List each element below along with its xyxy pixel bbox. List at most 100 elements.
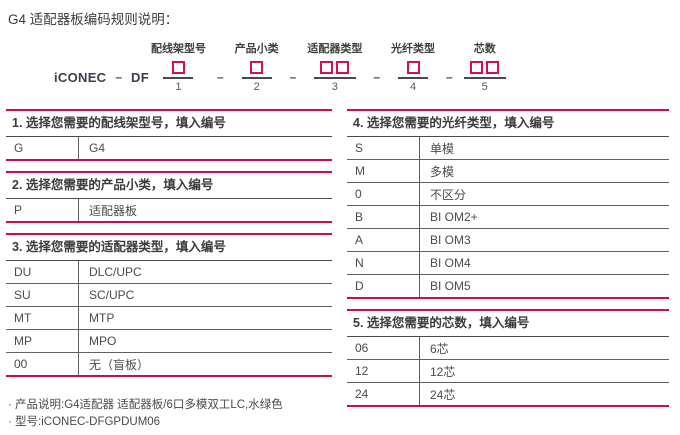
- code-cell: 06: [347, 337, 420, 359]
- code-position-1: 配线架型号 1: [151, 40, 206, 95]
- position-label: 光纤类型: [391, 43, 436, 55]
- code-cell: A: [347, 229, 420, 251]
- position-label: 芯数: [473, 43, 496, 55]
- table-row: 06 6芯: [347, 337, 669, 359]
- code-cell: MP: [6, 330, 79, 352]
- desc-cell: BI OM2+: [430, 210, 478, 224]
- desc-cell: 单模: [430, 141, 455, 156]
- position-label: 配线架型号: [150, 43, 206, 55]
- prefix-text: DF: [131, 70, 149, 85]
- code-position-3: 适配器类型 3: [307, 40, 362, 95]
- table-row: M 多模: [347, 159, 669, 182]
- code-cell: SU: [6, 284, 79, 306]
- code-cell: DU: [6, 261, 79, 283]
- code-box: [486, 61, 500, 74]
- right-column: 4. 选择您需要的光纤类型，填入编号 S 单模 M 多模 0 不区分 B BI …: [347, 109, 669, 431]
- code-boxes: [171, 61, 185, 74]
- code-boxes: [470, 61, 500, 74]
- fraction-line: [241, 77, 272, 79]
- table-adapter-type: 3. 选择您需要的适配器类型，填入编号 DU DLC/UPC SU SC/UPC…: [6, 233, 332, 377]
- code-cell: G: [6, 137, 79, 159]
- code-cell: M: [347, 160, 420, 182]
- desc-cell: MPO: [89, 334, 117, 348]
- table-row: B BI OM2+: [347, 205, 669, 228]
- desc-cell: SC/UPC: [89, 288, 135, 302]
- desc-cell: 不区分: [430, 187, 467, 202]
- code-position-2: 产品小类 2: [235, 40, 279, 95]
- code-box: [406, 61, 420, 74]
- code-position-5: 芯数 5: [463, 40, 506, 95]
- desc-cell: MTP: [89, 311, 115, 325]
- code-box: [470, 61, 484, 74]
- code-box: [250, 61, 264, 74]
- desc-cell: G4: [89, 141, 106, 155]
- dash-separator: –: [289, 70, 297, 84]
- note-product-description: · 产品说明:G4适配器 适配器板/6口多模双工LC,水绿色: [8, 399, 283, 411]
- table-row: MT MTP: [6, 306, 332, 329]
- table-row: SU SC/UPC: [6, 283, 332, 306]
- desc-cell: BI OM4: [430, 256, 471, 270]
- position-label: 适配器类型: [307, 43, 363, 55]
- table-row: N BI OM4: [347, 251, 669, 274]
- code-cell: D: [347, 275, 420, 297]
- dash-separator: –: [446, 70, 453, 84]
- table-row: 0 不区分: [347, 182, 669, 205]
- position-number: 5: [481, 81, 488, 93]
- dash-separator: –: [373, 70, 381, 84]
- code-boxes: [250, 61, 264, 74]
- table-fiber-type: 4. 选择您需要的光纤类型，填入编号 S 单模 M 多模 0 不区分 B BI …: [347, 109, 669, 299]
- table-row: DU DLC/UPC: [6, 261, 332, 283]
- code-cell: 24: [347, 383, 420, 405]
- code-position-4: 光纤类型 4: [391, 40, 435, 95]
- code-cell: 0: [347, 183, 420, 205]
- code-cell: N: [347, 252, 420, 274]
- table-product-subcategory: 2. 选择您需要的产品小类，填入编号 P 适配器板: [6, 171, 332, 223]
- coding-formula: iCONEC – DF 配线架型号 1 – 产品小类 2 – 适配器类型: [54, 40, 674, 95]
- page-title: G4 适配器板编码规则说明：: [8, 12, 179, 27]
- table-title: 4. 选择您需要的光纤类型，填入编号: [347, 111, 669, 137]
- dash-separator: –: [115, 70, 123, 84]
- table-row: A BI OM3: [347, 228, 669, 251]
- fraction-line: [398, 77, 429, 79]
- code-cell: S: [347, 137, 420, 159]
- footnotes: · 产品说明:G4适配器 适配器板/6口多模双工LC,水绿色 · 型号:iCON…: [6, 397, 332, 431]
- desc-cell: 适配器板: [89, 203, 138, 218]
- table-title: 5. 选择您需要的芯数，填入编号: [347, 311, 669, 337]
- desc-cell: DLC/UPC: [89, 265, 142, 279]
- table-patch-panel-model: 1. 选择您需要的配线架型号，填入编号 G G4: [6, 109, 332, 161]
- code-box: [320, 61, 334, 74]
- position-number: 1: [175, 81, 182, 93]
- tables-area: 1. 选择您需要的配线架型号，填入编号 G G4 2. 选择您需要的产品小类，填…: [6, 109, 674, 431]
- table-row: 24 24芯: [347, 382, 669, 405]
- fraction-line: [313, 77, 356, 79]
- fraction-line: [163, 77, 194, 79]
- table-row: S 单模: [347, 137, 669, 159]
- table-row: G G4: [6, 137, 332, 159]
- brand-text: iCONEC: [54, 70, 107, 85]
- table-row: P 适配器板: [6, 199, 332, 221]
- code-cell: P: [6, 199, 79, 221]
- table-title: 3. 选择您需要的适配器类型，填入编号: [6, 235, 332, 261]
- table-row: MP MPO: [6, 329, 332, 352]
- note-model-number: · 型号:iCONEC-DFGPDUM06: [8, 416, 161, 428]
- code-cell: 00: [6, 353, 79, 375]
- table-core-count: 5. 选择您需要的芯数，填入编号 06 6芯 12 12芯 24 24芯: [347, 309, 669, 407]
- code-box: [171, 61, 185, 74]
- dash-separator: –: [216, 70, 224, 84]
- desc-cell: 6芯: [430, 341, 449, 356]
- code-boxes: [406, 61, 420, 74]
- position-number: 4: [409, 81, 417, 93]
- table-title: 1. 选择您需要的配线架型号，填入编号: [6, 111, 332, 137]
- desc-cell: 多模: [430, 164, 455, 179]
- table-row: D BI OM5: [347, 274, 669, 297]
- code-boxes: [320, 61, 350, 74]
- left-column: 1. 选择您需要的配线架型号，填入编号 G G4 2. 选择您需要的产品小类，填…: [6, 109, 332, 431]
- table-title: 2. 选择您需要的产品小类，填入编号: [6, 173, 332, 199]
- table-row: 12 12芯: [347, 359, 669, 382]
- fraction-line: [463, 77, 506, 79]
- code-cell: B: [347, 206, 420, 228]
- table-row: 00 无（盲板）: [6, 352, 332, 375]
- desc-cell: 无（盲板）: [89, 357, 150, 372]
- position-label: 产品小类: [234, 43, 279, 55]
